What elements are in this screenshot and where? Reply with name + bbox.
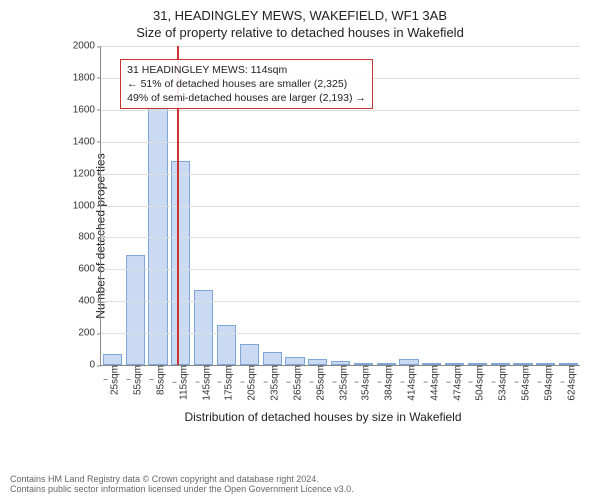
y-tick: 200 xyxy=(78,328,101,339)
bar xyxy=(171,161,190,365)
gridline xyxy=(101,174,580,175)
x-tick: 564sqm xyxy=(515,365,532,401)
gridline xyxy=(101,46,580,47)
x-tick: 205sqm xyxy=(241,365,258,401)
gridline xyxy=(101,301,580,302)
x-tick: 414sqm xyxy=(400,365,417,401)
x-tick: 624sqm xyxy=(560,365,577,401)
annotation-box: 31 HEADINGLEY MEWS: 114sqm← 51% of detac… xyxy=(120,59,373,110)
bar xyxy=(148,107,167,365)
gridline xyxy=(101,142,580,143)
x-tick: 354sqm xyxy=(355,365,372,401)
plot-area: 25sqm55sqm85sqm115sqm145sqm175sqm205sqm2… xyxy=(100,46,580,366)
chart: Number of detached properties 25sqm55sqm… xyxy=(66,46,580,426)
x-tick: 145sqm xyxy=(195,365,212,401)
x-tick: 25sqm xyxy=(104,365,121,395)
x-axis-label: Distribution of detached houses by size … xyxy=(66,410,580,424)
bar xyxy=(217,325,236,365)
bar xyxy=(126,255,145,365)
footer: Contains HM Land Registry data © Crown c… xyxy=(10,474,590,494)
gridline xyxy=(101,237,580,238)
x-tick: 235sqm xyxy=(264,365,281,401)
y-tick: 1600 xyxy=(73,104,101,115)
footer-line-1: Contains HM Land Registry data © Crown c… xyxy=(10,474,590,484)
gridline xyxy=(101,206,580,207)
x-tick: 175sqm xyxy=(218,365,235,401)
y-tick: 2000 xyxy=(73,41,101,52)
x-tick: 265sqm xyxy=(286,365,303,401)
annotation-line: 31 HEADINGLEY MEWS: 114sqm xyxy=(127,63,366,77)
annotation-line: ← 51% of detached houses are smaller (2,… xyxy=(127,77,366,91)
x-tick: 55sqm xyxy=(127,365,144,395)
x-tick: 295sqm xyxy=(309,365,326,401)
x-tick: 534sqm xyxy=(492,365,509,401)
x-tick: 115sqm xyxy=(172,365,189,400)
x-tick: 594sqm xyxy=(537,365,554,401)
page-title-1: 31, HEADINGLEY MEWS, WAKEFIELD, WF1 3AB xyxy=(10,8,590,23)
bar xyxy=(285,357,304,365)
y-tick: 1400 xyxy=(73,136,101,147)
y-tick: 1000 xyxy=(73,200,101,211)
x-tick: 444sqm xyxy=(423,365,440,401)
x-tick: 85sqm xyxy=(150,365,167,395)
bar xyxy=(263,352,282,365)
y-tick: 1800 xyxy=(73,72,101,83)
x-tick: 325sqm xyxy=(332,365,349,401)
gridline xyxy=(101,269,580,270)
x-tick: 384sqm xyxy=(378,365,395,401)
y-tick: 800 xyxy=(78,232,101,243)
y-tick: 400 xyxy=(78,296,101,307)
gridline xyxy=(101,333,580,334)
x-tick: 474sqm xyxy=(446,365,463,401)
annotation-line: 49% of semi-detached houses are larger (… xyxy=(127,91,366,105)
page-title-2: Size of property relative to detached ho… xyxy=(10,25,590,40)
footer-line-2: Contains public sector information licen… xyxy=(10,484,590,494)
gridline xyxy=(101,110,580,111)
y-tick: 600 xyxy=(78,264,101,275)
x-tick: 504sqm xyxy=(469,365,486,401)
bar xyxy=(103,354,122,365)
y-tick: 0 xyxy=(89,360,101,371)
y-tick: 1200 xyxy=(73,168,101,179)
bar xyxy=(240,344,259,365)
